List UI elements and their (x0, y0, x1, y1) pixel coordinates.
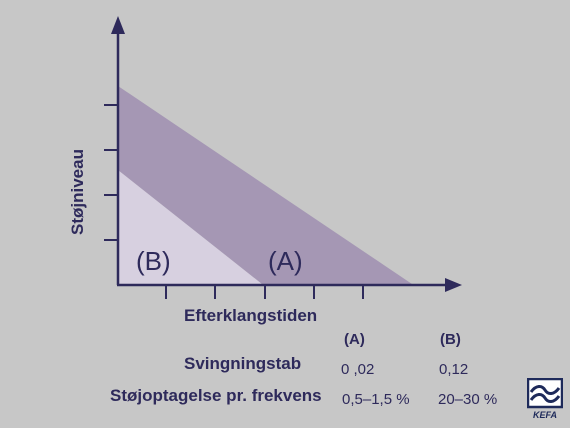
row-value-b: 20–30 % (438, 391, 498, 408)
region-a-band (118, 86, 412, 284)
column-header-a: (A) (344, 331, 365, 348)
region-a-label: (A) (268, 246, 303, 276)
y-ticks (104, 104, 118, 241)
column-header-b: (B) (440, 331, 461, 348)
region-b-label: (B) (136, 246, 171, 276)
kefa-logo-icon: KEFA (527, 378, 563, 420)
x-ticks (165, 285, 364, 299)
y-axis-label: Støjniveau (68, 149, 87, 235)
row-value-b: 0,12 (439, 361, 469, 378)
x-axis-arrow (445, 278, 462, 292)
row-value-a: 0,5–1,5 % (342, 391, 410, 408)
logo-text: KEFA (533, 410, 557, 420)
row-label-svingningstab: Svingningstab (184, 354, 302, 373)
row-value-a: 0 ,02 (341, 361, 375, 378)
row-label-stoejoptagelse: Støjoptagelse pr. frekvens (110, 386, 322, 405)
y-axis-arrow (111, 16, 125, 34)
noise-reverberation-diagram: (B) (A) (104, 16, 462, 299)
x-axis-label: Efterklangstiden (184, 306, 318, 325)
